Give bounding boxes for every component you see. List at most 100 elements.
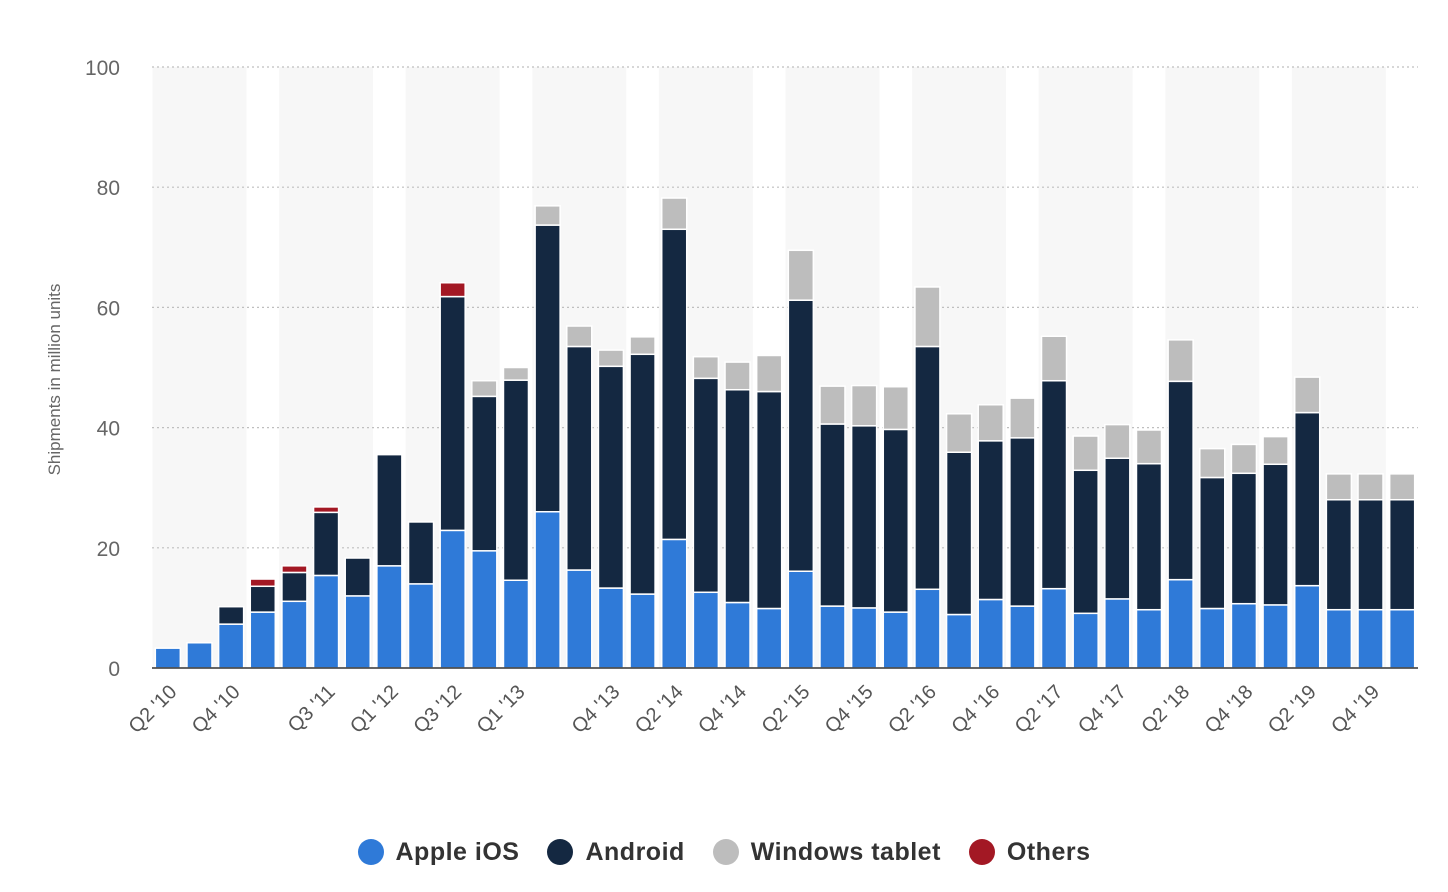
bar-android-q2-11	[281, 571, 308, 603]
bar-apple-ios-q2-15	[787, 570, 815, 669]
x-tick-label: Q4 '16	[947, 681, 1004, 738]
y-tick-label: 100	[85, 57, 120, 80]
bar-apple-ios-q4-17	[1104, 598, 1131, 669]
bar-android-q4-10	[217, 605, 245, 625]
legend-item-android[interactable]: Android	[547, 838, 684, 867]
bar-android-q2-13	[534, 224, 561, 513]
x-tick-label: Q3 '12	[409, 681, 466, 738]
bar-android-q3-17	[1072, 469, 1099, 615]
bar-apple-ios-q1-20	[1388, 608, 1416, 669]
bar-apple-ios-q1-13	[502, 579, 530, 669]
legend-item-windows-tablet[interactable]: Windows tablet	[712, 837, 941, 867]
bar-android-q4-11	[344, 557, 371, 597]
bar-android-q1-12	[376, 453, 403, 567]
bar-android-q1-14	[629, 353, 656, 595]
bar-apple-ios-q4-10	[217, 623, 245, 669]
bar-apple-ios-q3-15	[819, 605, 846, 669]
bar-windows-tablet-q1-18	[1135, 429, 1163, 465]
legend-dot-others	[968, 839, 995, 865]
bar-apple-ios-q2-17	[1040, 587, 1068, 669]
bar-android-q4-14	[724, 388, 751, 604]
bar-others-q3-11	[312, 506, 340, 514]
bar-android-q3-15	[819, 423, 846, 607]
bar-apple-ios-q4-15	[850, 607, 878, 669]
background-band	[184, 67, 247, 668]
y-axis-title: Shipments in million units	[45, 284, 64, 476]
bar-apple-ios-q1-14	[629, 593, 656, 669]
bar-windows-tablet-q2-13	[534, 205, 561, 226]
bar-apple-ios-q3-16	[945, 613, 973, 669]
bar-android-q2-17	[1040, 379, 1068, 590]
bar-windows-tablet-q1-17	[1009, 397, 1036, 439]
bar-windows-tablet-q3-13	[566, 325, 593, 348]
bar-android-q1-11	[249, 585, 277, 613]
bar-windows-tablet-q3-18	[1199, 447, 1226, 479]
bar-apple-ios-q2-12	[407, 583, 435, 669]
bar-windows-tablet-q3-14	[692, 355, 720, 380]
bar-apple-ios-q4-11	[344, 595, 371, 669]
bar-android-q4-13	[597, 365, 625, 589]
legend-label-android: Android	[585, 837, 685, 866]
legend-item-others[interactable]: Others	[968, 838, 1091, 867]
x-tick-label: Q4 '17	[1074, 681, 1131, 738]
bar-android-q3-19	[1325, 498, 1353, 611]
legend-item-apple-ios[interactable]: Apple iOS	[357, 837, 520, 867]
bar-windows-tablet-q1-19	[1262, 435, 1289, 466]
x-tick-label: Q4 '15	[821, 681, 878, 738]
bar-apple-ios-q1-19	[1262, 604, 1289, 669]
bar-android-q2-14	[660, 228, 688, 541]
y-tick-label: 80	[97, 177, 120, 200]
bar-windows-tablet-q2-16	[914, 286, 941, 348]
bar-android-q4-12	[471, 395, 498, 552]
y-tick-label: 40	[97, 418, 120, 441]
bar-windows-tablet-q4-14	[724, 361, 751, 391]
bar-windows-tablet-q1-16	[882, 385, 910, 431]
legend-label-apple-ios: Apple iOS	[395, 837, 520, 866]
bar-windows-tablet-q2-19	[1293, 376, 1321, 414]
bar-apple-ios-q3-17	[1072, 612, 1099, 669]
x-tick-label: Q3 '11	[284, 681, 340, 737]
bar-android-q1-13	[502, 379, 530, 582]
x-tick-label: Q2 '17	[1011, 681, 1068, 738]
bar-apple-ios-q4-16	[977, 598, 1004, 669]
bar-windows-tablet-q2-18	[1167, 339, 1194, 383]
x-tick-label: Q2 '14	[631, 681, 688, 738]
bar-apple-ios-q4-14	[724, 601, 751, 669]
bar-apple-ios-q1-16	[882, 611, 910, 669]
bar-apple-ios-q2-11	[281, 600, 308, 669]
x-tick-label: Q4 '19	[1327, 681, 1384, 738]
bar-android-q1-15	[755, 390, 783, 610]
x-tick-label: Q4 '18	[1201, 681, 1258, 738]
bar-apple-ios-q3-18	[1199, 607, 1226, 669]
bar-apple-ios-q4-19	[1357, 608, 1384, 669]
bar-apple-ios-q3-14	[692, 591, 720, 669]
bar-apple-ios-q4-18	[1230, 602, 1258, 669]
x-tick-label: Q1 '13	[473, 681, 530, 738]
legend-dot-windows-tablet	[712, 839, 739, 865]
stacked-bar-chart: 0 20 40 60 80 100 Shipments in million units Q2…	[45, 57, 1418, 738]
bar-android-q2-16	[914, 345, 941, 591]
bar-windows-tablet-q2-15	[787, 249, 815, 301]
bar-android-q4-19	[1357, 498, 1384, 611]
bar-windows-tablet-q1-20	[1388, 473, 1416, 501]
bar-apple-ios-q2-18	[1167, 578, 1194, 669]
x-tick-label: Q2 '15	[758, 681, 815, 738]
bar-android-q4-16	[977, 440, 1004, 601]
bar-windows-tablet-q1-14	[629, 336, 656, 356]
bar-apple-ios-q2-10	[154, 647, 182, 669]
y-tick-label: 60	[97, 297, 120, 320]
bar-apple-ios-q3-11	[312, 574, 340, 669]
bar-apple-ios-q2-13	[534, 510, 561, 669]
y-tick-label: 20	[97, 538, 120, 561]
bar-apple-ios-q3-13	[566, 569, 593, 669]
bar-windows-tablet-q4-18	[1230, 443, 1258, 475]
x-tick-label: Q4 '14	[694, 681, 751, 738]
bar-windows-tablet-q3-15	[819, 385, 846, 425]
bar-apple-ios-q2-19	[1293, 584, 1321, 669]
bar-android-q2-18	[1167, 380, 1194, 581]
bar-android-q3-11	[312, 511, 340, 577]
bar-others-q1-11	[249, 578, 277, 588]
bar-windows-tablet-q3-19	[1325, 473, 1353, 501]
bar-windows-tablet-q4-15	[850, 384, 878, 427]
legend-label-windows-tablet: Windows tablet	[750, 837, 941, 866]
